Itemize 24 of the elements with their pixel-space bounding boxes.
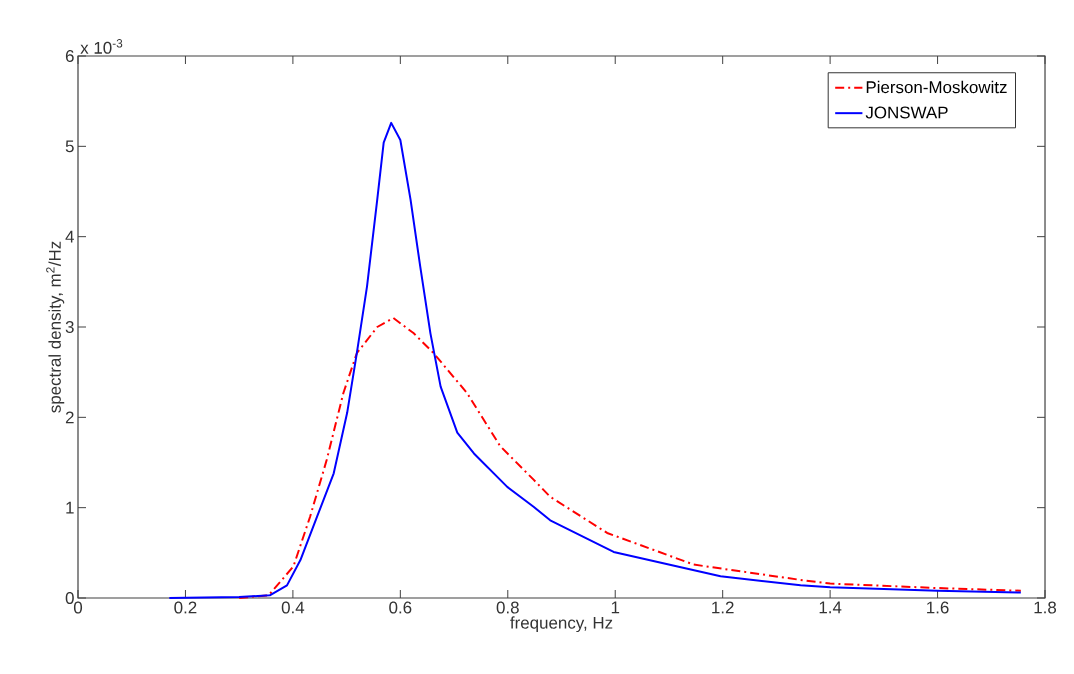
y-tick-label: 1 <box>66 501 74 514</box>
y-tick-label: 2 <box>65 411 74 424</box>
x-tick-label: 0.6 <box>389 601 412 614</box>
line-series <box>238 316 1022 599</box>
x-tick-label: 1 <box>611 601 620 614</box>
x-tick-label: 1.8 <box>1034 601 1057 614</box>
x-tick-label: 0 <box>73 601 83 614</box>
y-tick-label: 6 <box>65 50 74 62</box>
y-tick-label: 3 <box>65 321 74 333</box>
y-tick-label: 0 <box>65 592 74 604</box>
text: x 10$^{-3}$ <box>80 39 123 54</box>
x-tick-label: 1.4 <box>819 601 842 614</box>
x-axis-title: frequency, Hz <box>510 616 613 633</box>
y-axis-title: spectral density, m$^{2}$/Hz <box>46 241 65 413</box>
legend-label: Pierson-Moskowitz <box>866 80 1007 94</box>
y-tick-label: 4 <box>65 230 74 243</box>
x-tick-label: 1.2 <box>712 601 734 614</box>
x-tick-label: 0.4 <box>281 601 305 614</box>
x-tick-label: 0.8 <box>496 601 519 614</box>
x-tick-label: 1.6 <box>927 601 949 614</box>
y-tick-label: 5 <box>65 140 74 153</box>
x-tick-label: 0.2 <box>174 601 197 614</box>
line-series <box>168 121 1022 599</box>
legend-label: JONSWAP <box>865 106 948 119</box>
